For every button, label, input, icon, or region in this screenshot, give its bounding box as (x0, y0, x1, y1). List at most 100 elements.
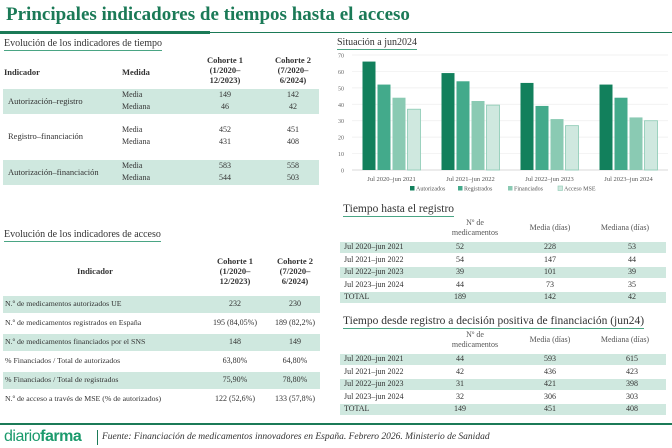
period-label: Jul 2021–jun 2022 (344, 254, 404, 264)
header-cohorte-2: Cohorte 2 (7/2020– 6/2024) (274, 55, 312, 85)
bar-autorizados (362, 61, 376, 170)
mediana-value: 35 (628, 279, 636, 289)
row-band (340, 404, 666, 415)
row-band (340, 292, 666, 303)
row-band (3, 89, 319, 114)
period-label: Jul 2023–jun 2024 (344, 391, 404, 401)
period-label: Jul 2020–jun 2021 (344, 354, 404, 363)
diariofarma-logo: diariofarma (4, 428, 82, 446)
n-value: 189 (454, 292, 466, 301)
n-value: 54 (456, 254, 464, 264)
bar-autorizados (441, 73, 455, 170)
x-tick-label: Jul 2023–jun 2024 (604, 176, 653, 183)
bar-financiados (629, 117, 643, 170)
media-value: 228 (544, 242, 556, 251)
header-indicador: Indicador (4, 67, 40, 77)
cohorte-1-value: 544 (219, 173, 231, 182)
indicador-label: Autorización–financiación (8, 167, 99, 177)
mediana-value: 44 (628, 254, 636, 264)
mediana-value: 423 (626, 366, 638, 376)
n-value: 39 (456, 267, 464, 276)
bar-autorizados (520, 82, 534, 170)
cohorte-1-value: 63,80% (222, 356, 248, 365)
y-tick-label: 10 (338, 152, 344, 158)
bar-registrados (614, 97, 628, 170)
medida-label: Mediana (122, 102, 150, 111)
bar-autorizados (599, 84, 613, 170)
cohorte-2-value: 42 (289, 102, 297, 111)
media-value: 436 (544, 366, 556, 376)
row-band (340, 267, 666, 278)
media-value: 593 (544, 354, 556, 363)
tiempo-section-title: Evolución de los indicadores de tiempo (4, 38, 163, 51)
bar-registrados (377, 84, 391, 170)
logo-light: diario (4, 428, 41, 445)
legend-label: Autorizados (416, 187, 446, 193)
period-label: Jul 2021–jun 2022 (344, 366, 404, 376)
y-tick-label: 50 (338, 86, 344, 92)
header-cohorte-1: Cohorte 1 (1/2020– 12/2023) (216, 256, 254, 286)
header-media: Media (días) (529, 223, 571, 232)
legend-label: Financiados (514, 187, 544, 193)
bar-financiados (471, 101, 485, 170)
header-cohorte-2: Cohorte 2 (7/2020– 6/2024) (276, 256, 314, 286)
indicador-label: N.º de acceso a través de MSE (% de auto… (5, 394, 162, 403)
n-value: 52 (456, 242, 464, 251)
legend-swatch (410, 186, 415, 191)
title-underline (0, 31, 210, 34)
n-value: 31 (456, 379, 464, 388)
cohorte-1-value: 122 (52,6%) (215, 394, 255, 403)
page-title: Principales indicadores de tiempos hasta… (6, 4, 410, 25)
header-mediana: Mediana (días) (600, 223, 650, 232)
legend-label: Acceso MSE (564, 187, 596, 193)
logo-bold: farma (40, 428, 82, 445)
indicador-label: % Financiados / Total de autorizados (5, 356, 121, 365)
header-n-medicamentos: Nº de medicamentos (451, 218, 499, 237)
n-value: 44 (456, 279, 464, 289)
mediana-value: 398 (626, 379, 638, 388)
cohorte-2-value: 451 (287, 125, 299, 134)
n-value: 42 (456, 366, 464, 376)
cohorte-1-value: 452 (219, 125, 231, 134)
y-tick-label: 60 (338, 70, 344, 76)
legend-swatch (508, 186, 513, 191)
y-tick-label: 30 (338, 119, 344, 125)
cohorte-2-value: 189 (82,2%) (275, 318, 315, 327)
mediana-value: 303 (626, 391, 638, 401)
media-value: 306 (544, 391, 556, 401)
indicador-label: % Financiados / Total de registrados (5, 375, 119, 384)
cohorte-2-value: 503 (287, 173, 299, 182)
cohorte-2-value: 64,80% (282, 356, 308, 365)
cohorte-1-value: 431 (219, 137, 231, 146)
footer-rule (0, 423, 672, 425)
y-tick-label: 20 (338, 136, 344, 142)
row-band (340, 379, 666, 390)
legend-swatch (458, 186, 463, 191)
x-tick-label: Jul 2021–jun 2022 (446, 176, 494, 183)
financiacion-section-title: Tiempo desde registro a decisión positiv… (343, 315, 645, 329)
bar-registrados (535, 105, 549, 170)
mediana-value: 39 (628, 267, 636, 276)
row-band (3, 372, 320, 389)
indicador-label: N.º de medicamentos financiados por el S… (5, 337, 146, 346)
y-tick-label: 0 (341, 169, 344, 175)
cohorte-2-value: 142 (287, 90, 299, 99)
n-value: 44 (456, 354, 464, 363)
row-band (340, 354, 666, 365)
media-value: 101 (544, 267, 556, 276)
mediana-value: 42 (628, 292, 636, 301)
media-value: 73 (546, 279, 554, 289)
legend-label: Registrados (464, 187, 493, 193)
media-value: 142 (544, 292, 556, 301)
period-label: Jul 2020–jun 2021 (344, 242, 404, 251)
cohorte-1-value: 148 (229, 337, 241, 346)
cohorte-1-value: 149 (219, 90, 231, 99)
mediana-value: 408 (626, 404, 638, 413)
cohorte-2-value: 230 (289, 299, 301, 308)
indicador-label: N.º de medicamentos autorizados UE (5, 299, 122, 308)
source-note: Fuente: Financiación de medicamentos inn… (102, 432, 490, 442)
header-medida: Medida (122, 67, 150, 77)
bar-chart: 0 10 20 30 40 50 60 70 Jul 2020–jun 2021 Jul 2021… (338, 54, 668, 193)
cohorte-2-value: 558 (287, 161, 299, 170)
bar-acceso-mse (644, 120, 658, 171)
